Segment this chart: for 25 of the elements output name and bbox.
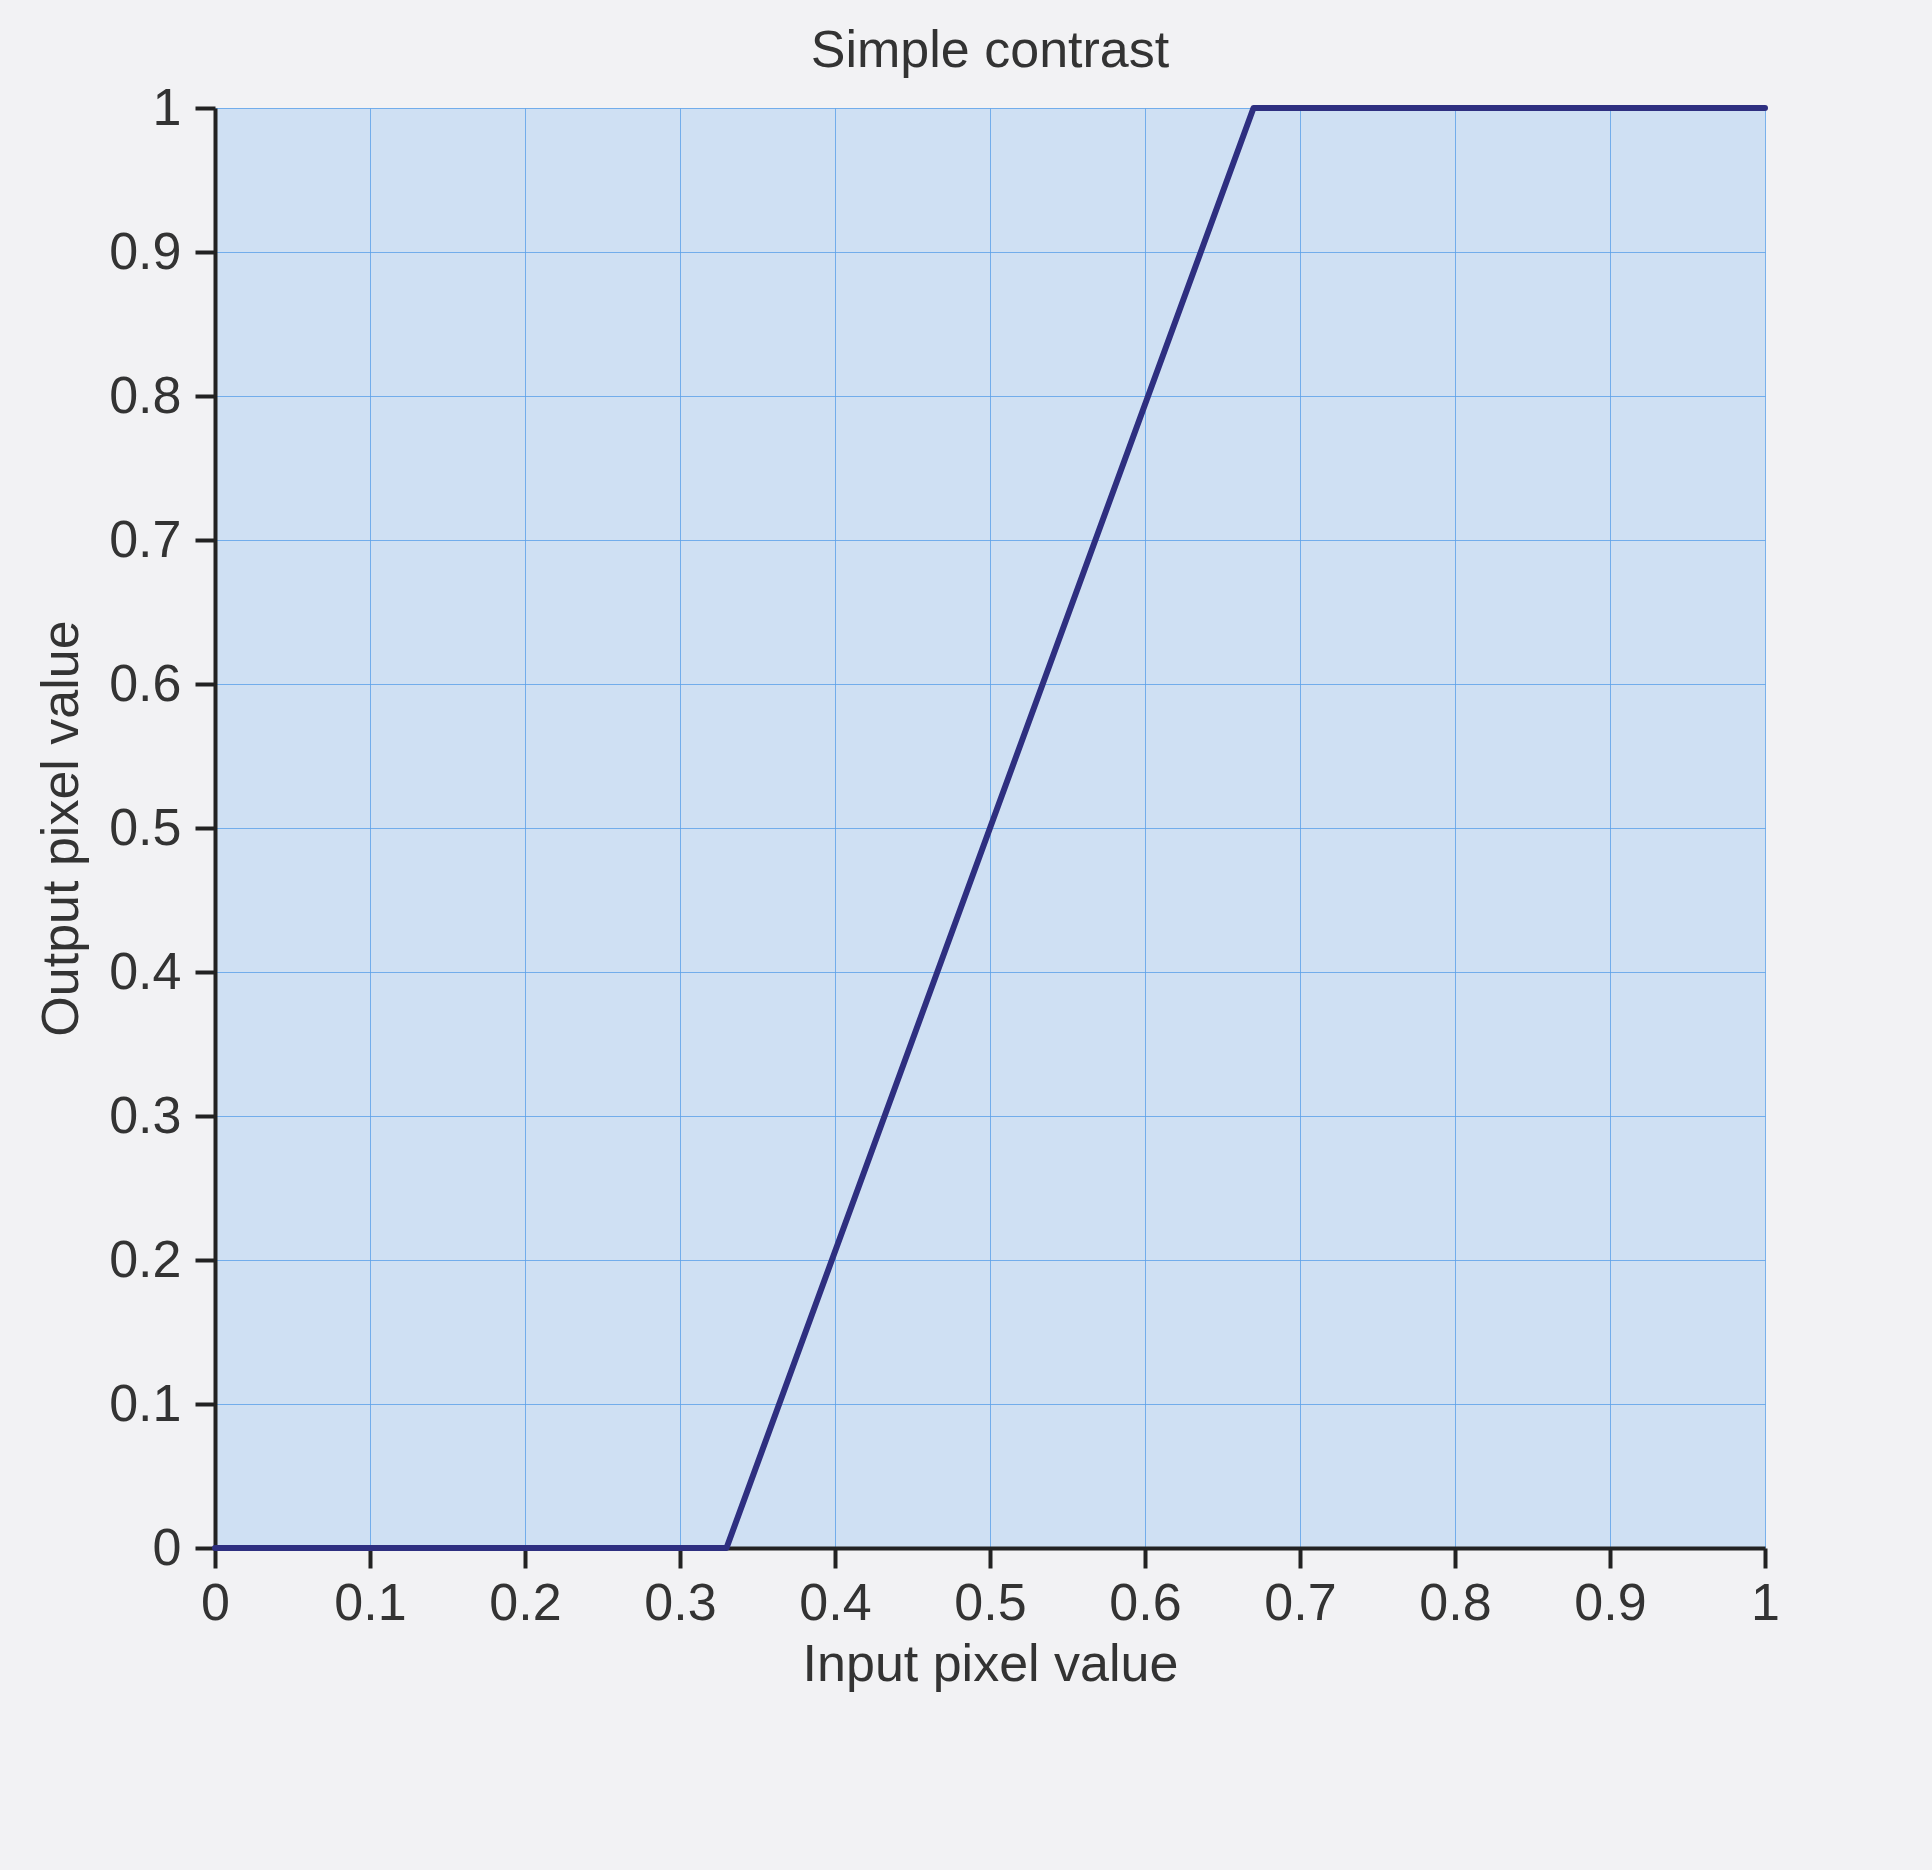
x-tick-label: 0.3	[644, 1572, 717, 1631]
x-tick-label: 0	[201, 1572, 230, 1631]
y-tick-label: 0.4	[109, 941, 182, 1000]
x-tick-label: 0.4	[799, 1572, 872, 1631]
y-tick-label: 0	[152, 1517, 182, 1576]
y-tick-label: 0.8	[109, 365, 182, 424]
x-tick-label: 0.2	[489, 1572, 562, 1631]
y-tick-label: 0.2	[109, 1229, 182, 1288]
x-tick-label: 0.6	[1109, 1572, 1182, 1631]
chart-title: Simple contrast	[810, 20, 1170, 78]
x-tick-label: 0.5	[954, 1572, 1027, 1631]
y-tick-label: 0.6	[109, 653, 182, 712]
x-axis-title: Input pixel value	[802, 1633, 1179, 1692]
x-tick-label: 0.1	[334, 1572, 407, 1631]
y-tick-label: 0.1	[109, 1373, 182, 1432]
y-tick-label: 0.3	[109, 1085, 182, 1144]
y-tick-label: 0.7	[109, 509, 182, 568]
x-tick-label: 0.7	[1264, 1572, 1337, 1631]
y-tick-label: 0.5	[109, 797, 182, 856]
y-tick-label: 1	[152, 77, 182, 136]
x-tick-label: 1	[1751, 1572, 1780, 1631]
x-tick-label: 0.8	[1419, 1572, 1492, 1631]
y-axis-title: Output pixel value	[31, 620, 90, 1037]
x-tick-label: 0.9	[1574, 1572, 1647, 1631]
y-tick-label: 0.9	[109, 221, 182, 280]
